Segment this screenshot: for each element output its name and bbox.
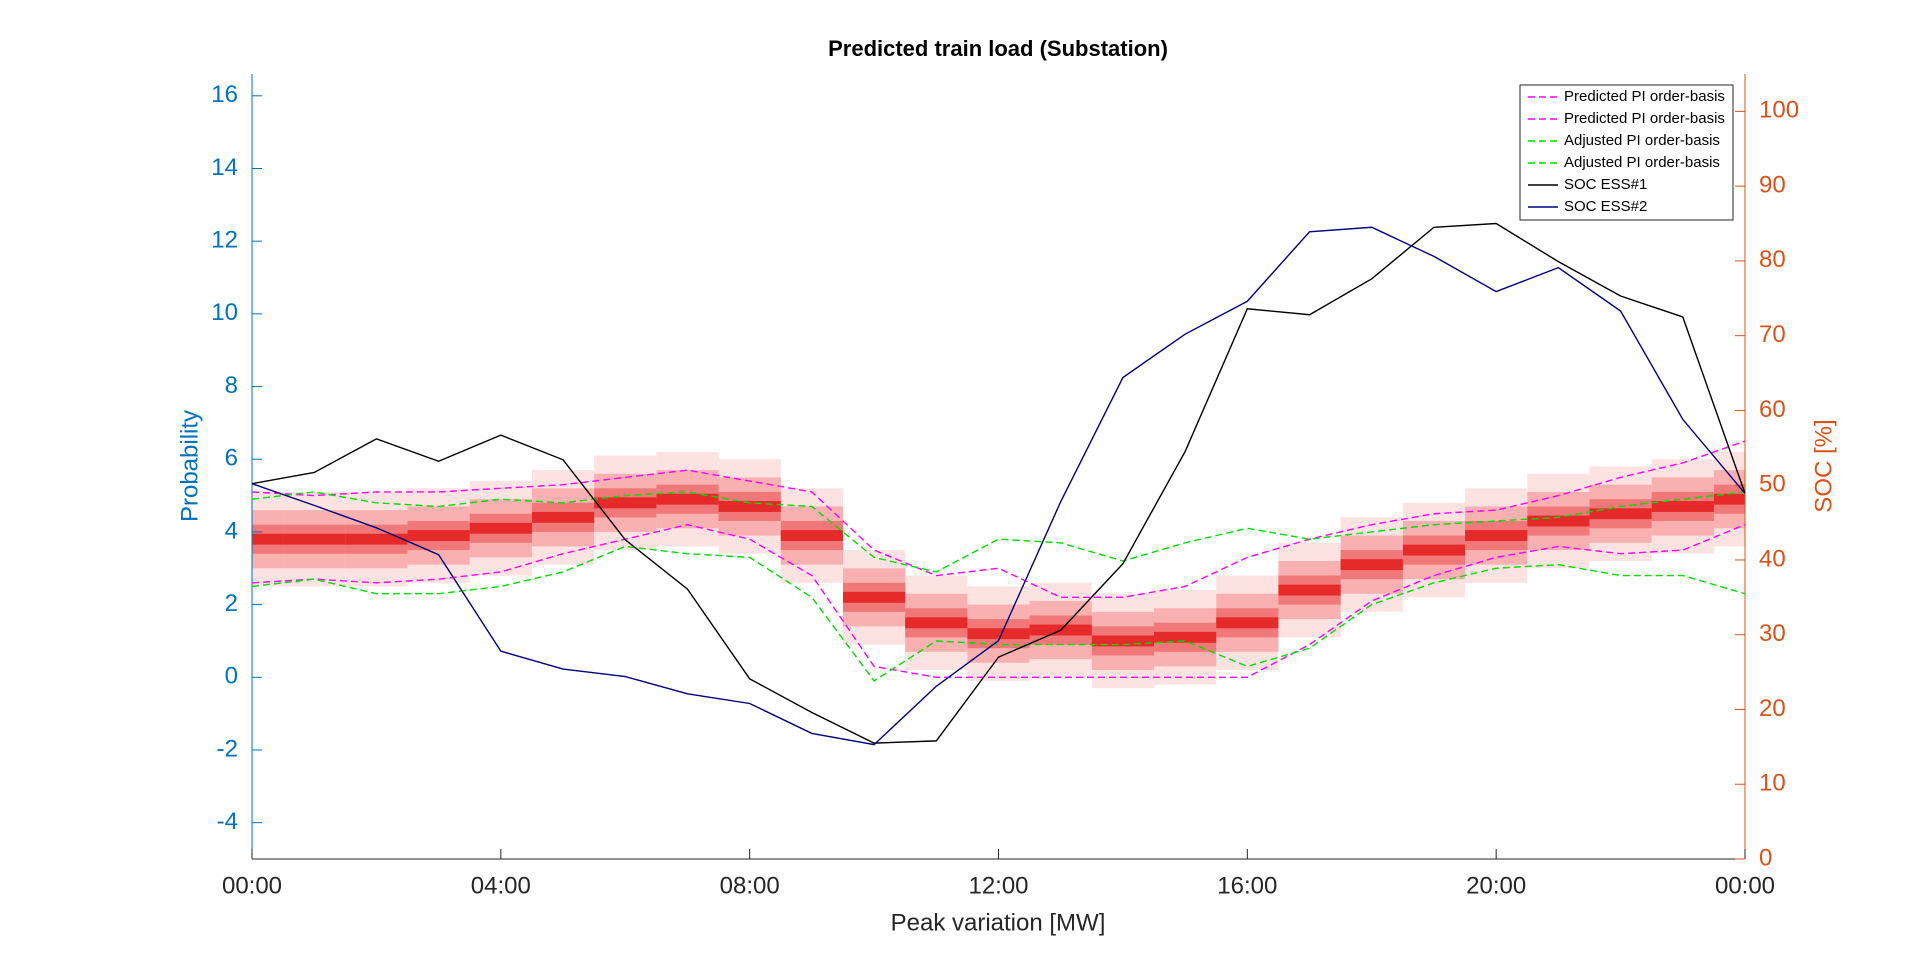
x-tick-label: 00:00 — [1715, 872, 1775, 899]
y2-tick-label: 90 — [1759, 171, 1786, 198]
y2-axis-label: SOC [%] — [1810, 419, 1837, 512]
y-tick-label: 6 — [225, 445, 238, 472]
y2-tick-label: 0 — [1759, 844, 1772, 871]
x-tick-label: 16:00 — [1217, 872, 1277, 899]
legend-label: Adjusted PI order-basis — [1564, 132, 1720, 149]
x-tick-label: 12:00 — [968, 872, 1028, 899]
density-cell — [1091, 635, 1155, 647]
legend-label: Adjusted PI order-basis — [1564, 154, 1720, 171]
y2-tick-label: 20 — [1759, 695, 1786, 722]
x-tick-label: 08:00 — [720, 872, 780, 899]
density-cell — [1465, 530, 1528, 542]
y-tick-label: 2 — [225, 590, 238, 617]
density-cell — [594, 497, 657, 509]
x-axis-label: Peak variation [MW] — [891, 909, 1106, 936]
y2-tick-label: 50 — [1759, 471, 1786, 498]
density-cell — [283, 533, 346, 545]
density-cell — [1154, 631, 1217, 643]
legend-label: Predicted PI order-basis — [1564, 110, 1725, 127]
density-cell — [1278, 584, 1341, 596]
density-cell — [469, 522, 532, 534]
chart-title: Predicted train load (Substation) — [828, 36, 1168, 61]
y-tick-label: 0 — [225, 663, 238, 690]
y-tick-label: -2 — [217, 735, 238, 762]
y-axis-label: Probability — [176, 410, 203, 522]
density-cell — [1713, 493, 1745, 505]
y2-tick-label: 100 — [1759, 97, 1799, 124]
y-tick-label: 12 — [211, 227, 238, 254]
y2-tick-label: 40 — [1759, 545, 1786, 572]
density-cell — [656, 493, 719, 505]
x-tick-label: 00:00 — [222, 872, 282, 899]
density-cell — [1216, 617, 1279, 629]
y-tick-label: 14 — [211, 154, 238, 181]
legend-label: SOC ESS#1 — [1564, 176, 1647, 193]
y2-tick-label: 80 — [1759, 246, 1786, 273]
y-tick-label: -4 — [217, 808, 238, 835]
density-cell — [1340, 559, 1403, 571]
density-cell — [252, 533, 284, 545]
series-line — [251, 222, 1746, 744]
density-cell — [345, 533, 408, 545]
legend-box — [1519, 84, 1734, 221]
density-cell — [842, 591, 906, 603]
x-tick-label: 04:00 — [471, 872, 531, 899]
density-cell — [531, 511, 595, 523]
x-tick-label: 20:00 — [1466, 872, 1526, 899]
density-cell — [780, 530, 843, 542]
density-cell — [1527, 515, 1590, 527]
y2-tick-label: 30 — [1759, 620, 1786, 647]
density-cell — [1589, 508, 1652, 520]
y2-tick-label: 60 — [1759, 396, 1786, 423]
y2-tick-label: 10 — [1759, 770, 1786, 797]
y-tick-label: 16 — [211, 81, 238, 108]
density-cell — [1402, 544, 1466, 556]
legend-label: SOC ESS#2 — [1564, 198, 1647, 215]
density-cell — [967, 628, 1030, 640]
density-cell — [905, 617, 968, 629]
density-cell — [718, 501, 781, 512]
y-tick-label: 10 — [211, 299, 238, 326]
density-cell — [1651, 501, 1714, 512]
density-cell — [407, 530, 470, 542]
y-tick-label: 4 — [225, 517, 238, 544]
series-line — [251, 226, 1746, 746]
series-line — [251, 545, 1746, 682]
y-tick-label: 8 — [225, 372, 238, 399]
y2-tick-label: 70 — [1759, 321, 1786, 348]
legend-label: Predicted PI order-basis — [1564, 88, 1725, 105]
